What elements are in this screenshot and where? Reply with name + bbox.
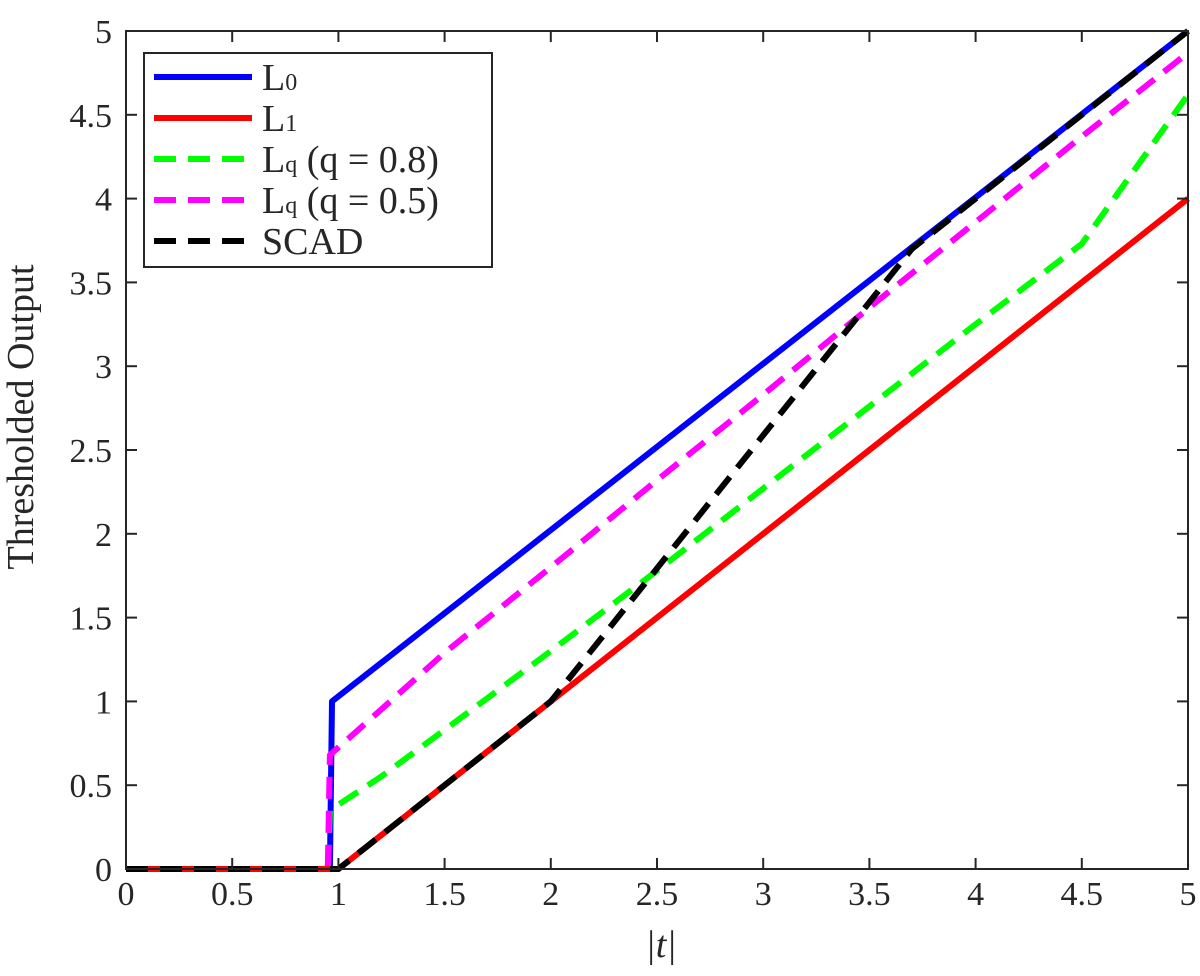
x-tick-label: 3 — [755, 876, 772, 913]
y-tick-label: 1 — [95, 684, 112, 721]
y-tick-label: 3 — [95, 349, 112, 386]
legend-label-l1: L1 — [262, 98, 297, 140]
legend-label-lq05: Lq (q = 0.5) — [262, 180, 439, 222]
legend-label-scad: SCAD — [262, 221, 363, 263]
x-tick-label: 0 — [118, 876, 135, 913]
y-tick-label: 4 — [95, 182, 112, 219]
x-tick-label: 4.5 — [1061, 876, 1104, 913]
y-axis-ticks: 0 0.5 1 1.5 2 2.5 3 3.5 4 4.5 5 — [70, 14, 1188, 889]
legend-label-lq08: Lq (q = 0.8) — [262, 139, 439, 181]
x-tick-label: 1 — [330, 876, 347, 913]
x-axis-ticks: 0 0.5 1 1.5 2 2.5 3 3.5 4 4.5 5 — [118, 31, 1197, 913]
y-tick-label: 5 — [95, 14, 112, 51]
x-tick-label: 5 — [1180, 876, 1197, 913]
x-tick-label: 0.5 — [211, 876, 254, 913]
x-tick-label: 2.5 — [636, 876, 679, 913]
x-tick-label: 4 — [967, 876, 984, 913]
y-tick-label: 2 — [95, 517, 112, 554]
y-tick-label: 0.5 — [70, 768, 113, 805]
y-tick-label: 4.5 — [70, 98, 113, 135]
y-tick-label: 1.5 — [70, 601, 113, 638]
x-tick-label: 1.5 — [423, 876, 466, 913]
y-axis-label: Thresholded Output — [0, 264, 42, 569]
y-tick-label: 3.5 — [70, 265, 113, 302]
legend-label-l0: L0 — [262, 57, 297, 99]
x-tick-label: 2 — [542, 876, 559, 913]
x-axis-label: |t| — [645, 924, 676, 966]
x-tick-label: 3.5 — [848, 876, 891, 913]
y-tick-label: 0 — [95, 852, 112, 889]
y-tick-label: 2.5 — [70, 433, 113, 470]
series-line-lq08 — [126, 92, 1191, 872]
series-line-l1 — [126, 196, 1190, 872]
